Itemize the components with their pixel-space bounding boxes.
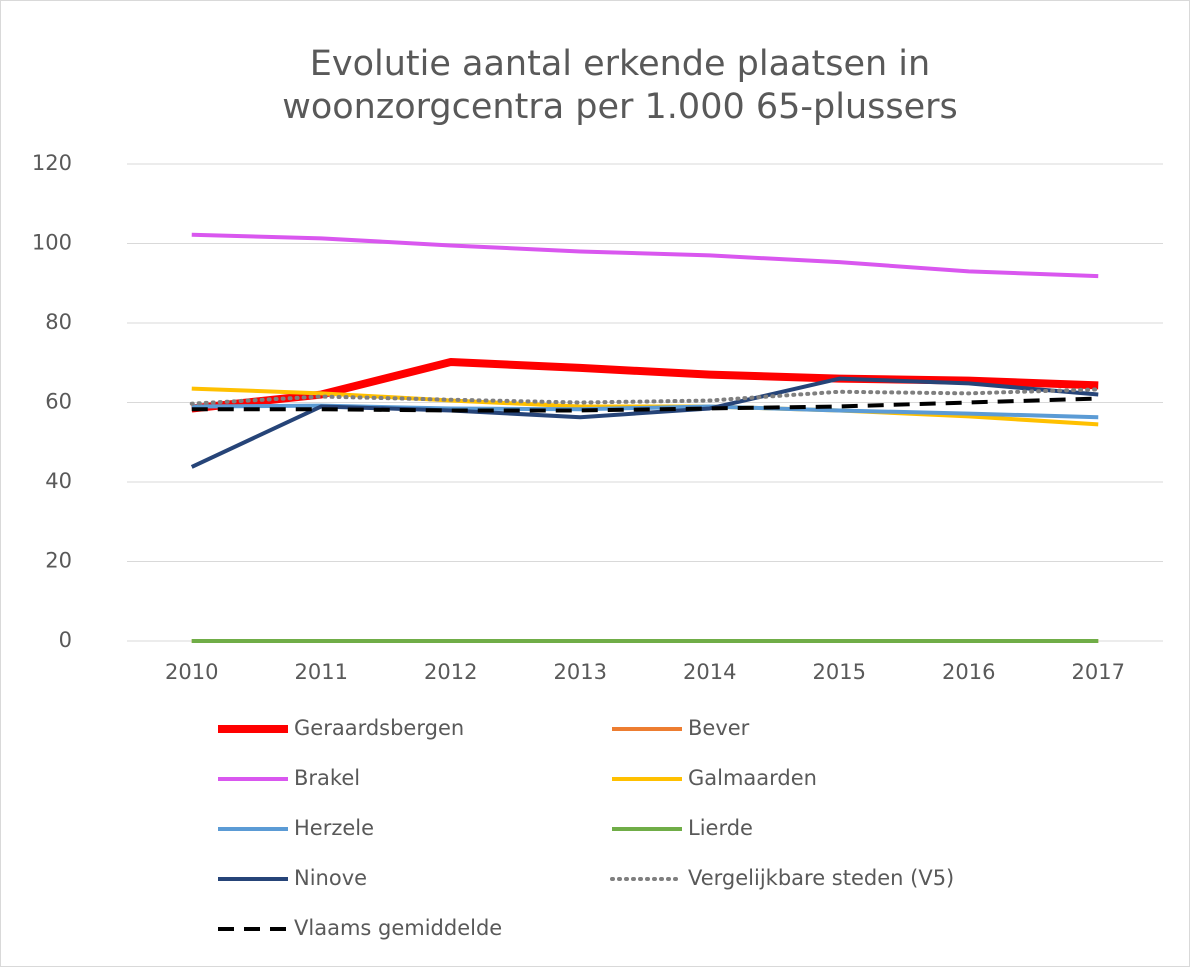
x-tick-label: 2015 — [813, 660, 866, 684]
legend-label: Galmaarden — [688, 766, 817, 790]
y-tick-label: 120 — [32, 151, 72, 175]
y-tick-label: 0 — [59, 628, 72, 652]
legend-label: Brakel — [294, 766, 360, 790]
x-tick-label: 2016 — [942, 660, 995, 684]
legend-label: Vlaams gemiddelde — [294, 916, 502, 940]
legend-label: Herzele — [294, 816, 374, 840]
legend-label: Ninove — [294, 866, 367, 890]
x-tick-label: 2013 — [554, 660, 607, 684]
x-tick-label: 2014 — [683, 660, 736, 684]
x-tick-label: 2011 — [295, 660, 348, 684]
series-line — [191, 232, 1099, 279]
y-tick-label: 60 — [45, 390, 72, 414]
x-tick-label: 2012 — [424, 660, 477, 684]
legend-label: Bever — [688, 716, 750, 740]
x-tick-label: 2017 — [1072, 660, 1125, 684]
chart-title: Evolutie aantal erkende plaatsen in — [310, 44, 930, 84]
y-tick-label: 40 — [45, 469, 72, 493]
series-line — [189, 387, 1101, 406]
series-line — [191, 396, 1099, 413]
y-tick-label: 100 — [32, 231, 72, 255]
series-line — [190, 376, 1099, 469]
y-tick-label: 80 — [45, 310, 72, 334]
legend-label: Geraardsbergen — [294, 716, 464, 740]
y-tick-label: 20 — [45, 549, 72, 573]
series-line — [191, 357, 1099, 413]
legend-label: Lierde — [688, 816, 753, 840]
legend-label: Vergelijkbare steden (V5) — [688, 866, 954, 890]
x-tick-label: 2010 — [165, 660, 218, 684]
chart-title: woonzorgcentra per 1.000 65-plussers — [282, 87, 958, 127]
